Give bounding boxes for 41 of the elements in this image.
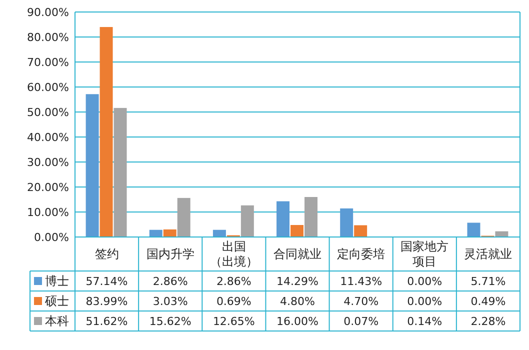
data-label: 51.62% — [86, 314, 128, 328]
data-label: 0.69% — [216, 294, 252, 308]
data-label: 0.00% — [407, 274, 442, 288]
data-label: 0.49% — [470, 294, 506, 308]
legend-label: 本科 — [45, 314, 69, 328]
data-label: 14.29% — [276, 274, 318, 288]
x-tick-label: 出国（出境） — [210, 240, 258, 269]
data-label: 4.70% — [344, 294, 379, 308]
y-tick-label: 90.00% — [27, 6, 69, 19]
y-tick-label: 70.00% — [27, 56, 69, 69]
legend-label: 博士 — [45, 274, 69, 288]
y-tick-label: 40.00% — [27, 130, 69, 144]
data-label: 15.62% — [149, 314, 192, 328]
x-tick-label: 合同就业 — [274, 247, 322, 262]
y-tick-label: 0.00% — [34, 230, 69, 244]
y-tick-label: 30.00% — [27, 156, 69, 169]
x-tick-label: 灵活就业 — [464, 247, 512, 262]
data-label: 83.99% — [86, 294, 128, 308]
x-tick-label: 签约 — [94, 247, 119, 262]
y-tick-label: 20.00% — [27, 180, 69, 194]
x-tick-label: 国家地方项目 — [400, 240, 449, 269]
data-label: 0.14% — [407, 314, 442, 328]
data-label: 2.28% — [470, 314, 506, 328]
y-tick-label: 60.00% — [27, 80, 69, 94]
x-tick-label: 国内升学 — [146, 247, 194, 262]
data-label: 3.03% — [152, 294, 188, 308]
data-label: 12.65% — [212, 314, 255, 328]
data-label: 0.07% — [344, 314, 379, 328]
legend-label: 硕士 — [44, 294, 69, 308]
y-tick-label: 80.00% — [27, 30, 69, 44]
data-label: 57.14% — [86, 274, 128, 288]
data-label: 0.00% — [407, 294, 442, 308]
y-tick-label: 10.00% — [27, 206, 69, 219]
data-label: 4.80% — [280, 294, 315, 308]
x-tick-label: 定向委培 — [337, 247, 386, 262]
data-label: 11.43% — [340, 274, 382, 288]
data-label: 2.86% — [152, 274, 188, 288]
y-tick-label: 50.00% — [27, 106, 69, 119]
data-label: 16.00% — [276, 314, 318, 328]
data-label: 2.86% — [216, 274, 252, 288]
data-label: 5.71% — [470, 274, 506, 288]
